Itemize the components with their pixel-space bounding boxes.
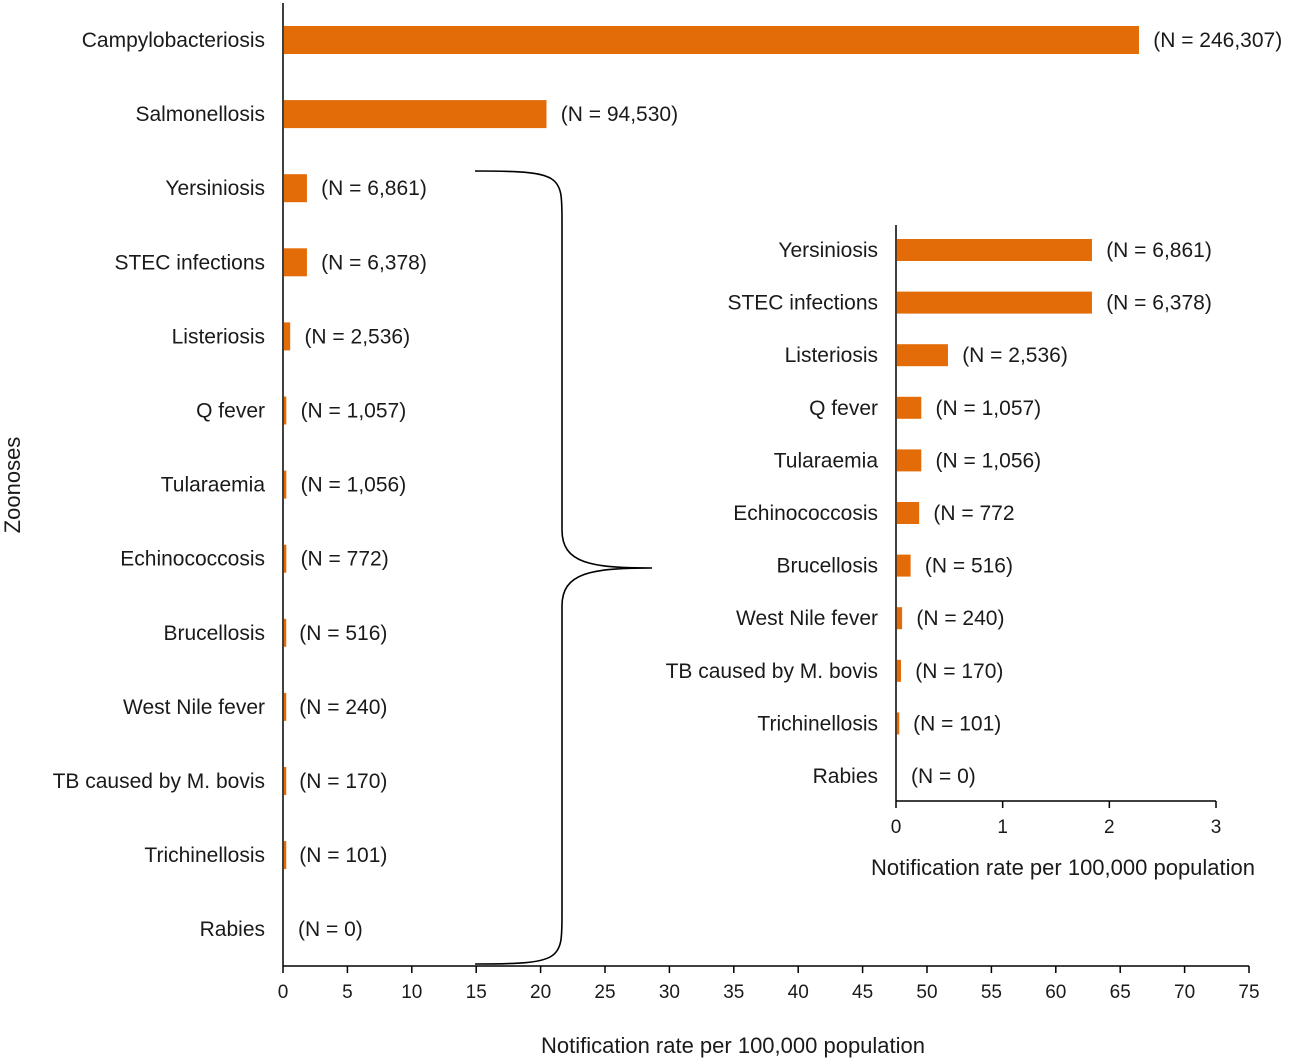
inset-category-label: Brucellosis xyxy=(776,555,878,578)
inset-data-label: (N = 516) xyxy=(925,555,1013,578)
inset-bar xyxy=(896,712,900,735)
inset-bar xyxy=(896,239,1092,261)
inset-data-label: (N = 1,056) xyxy=(936,449,1042,472)
inset-bar xyxy=(896,659,902,682)
main-category-label: Listeriosis xyxy=(172,325,265,348)
main-bar xyxy=(283,544,287,573)
main-x-tick-label: 5 xyxy=(342,982,353,1003)
inset-category-label: Trichinellosis xyxy=(757,712,878,735)
main-x-tick-label: 65 xyxy=(1110,982,1131,1003)
main-bar xyxy=(283,767,287,795)
main-x-tick-label: 10 xyxy=(401,982,422,1003)
main-data-label: (N = 101) xyxy=(299,844,387,867)
main-bar xyxy=(283,841,287,870)
inset-x-tick-label: 3 xyxy=(1211,817,1222,838)
main-x-tick-label: 30 xyxy=(659,982,680,1003)
main-bar xyxy=(283,618,287,647)
main-data-label: (N = 2,536) xyxy=(304,325,410,348)
inset-data-label: (N = 101) xyxy=(913,712,1001,735)
inset-bar xyxy=(896,344,948,367)
main-x-tick-label: 0 xyxy=(278,982,289,1003)
main-data-label: (N = 0) xyxy=(298,918,363,941)
main-category-label: Tularaemia xyxy=(161,474,266,497)
inset-category-label: Q fever xyxy=(809,397,878,420)
main-category-label: Trichinellosis xyxy=(144,844,265,867)
main-x-tick-label: 70 xyxy=(1174,982,1195,1003)
main-x-axis-title: Notification rate per 100,000 population xyxy=(541,1033,925,1058)
main-x-tick-label: 75 xyxy=(1238,982,1259,1003)
main-data-label: (N = 94,530) xyxy=(561,103,678,126)
inset-x-tick-label: 0 xyxy=(891,817,902,838)
inset-bar xyxy=(896,291,1092,314)
inset-category-label: Echinococcosis xyxy=(733,502,878,525)
main-data-label: (N = 6,378) xyxy=(321,251,427,274)
inset-data-label: (N = 240) xyxy=(916,607,1004,630)
main-data-label: (N = 1,056) xyxy=(301,474,407,497)
inset-category-label: STEC infections xyxy=(727,292,878,315)
main-x-tick-label: 60 xyxy=(1045,982,1066,1003)
inset-bar xyxy=(896,449,922,472)
main-bar xyxy=(283,470,287,499)
inset-category-label: Rabies xyxy=(813,765,878,788)
main-data-label: (N = 516) xyxy=(299,622,387,645)
inset-data-label: (N = 0) xyxy=(911,765,976,788)
main-data-label: (N = 170) xyxy=(299,770,387,793)
grouping-brace xyxy=(474,170,653,965)
main-bar xyxy=(283,26,1139,54)
main-category-label: West Nile fever xyxy=(123,696,265,719)
main-category-label: STEC infections xyxy=(114,251,265,274)
inset-bar xyxy=(896,554,911,577)
inset-category-label: TB caused by M. bovis xyxy=(666,660,878,683)
main-x-tick-label: 20 xyxy=(530,982,551,1003)
inset-data-label: (N = 6,861) xyxy=(1106,239,1212,262)
inset-bar xyxy=(896,607,903,630)
main-x-tick-label: 45 xyxy=(852,982,873,1003)
main-x-tick-label: 35 xyxy=(723,982,744,1003)
inset-category-label: Listeriosis xyxy=(785,344,878,367)
inset-bar xyxy=(896,502,920,524)
main-bar xyxy=(283,248,307,277)
main-x-tick-label: 15 xyxy=(466,982,487,1003)
main-x-tick-label: 50 xyxy=(916,982,937,1003)
main-data-label: (N = 246,307) xyxy=(1153,29,1282,52)
main-bar xyxy=(283,174,307,203)
main-x-tick-label: 40 xyxy=(788,982,809,1003)
inset-category-label: West Nile fever xyxy=(736,607,878,630)
main-category-label: Brucellosis xyxy=(163,622,265,645)
main-category-label: TB caused by M. bovis xyxy=(53,770,265,793)
main-category-label: Campylobacteriosis xyxy=(82,29,265,52)
main-category-label: Echinococcosis xyxy=(120,548,265,571)
main-x-tick-label: 55 xyxy=(981,982,1002,1003)
inset-data-label: (N = 772 xyxy=(933,502,1014,525)
main-bar xyxy=(283,396,287,425)
inset-data-label: (N = 2,536) xyxy=(962,344,1068,367)
inset-category-label: Tularaemia xyxy=(774,449,879,472)
inset-x-tick-label: 2 xyxy=(1104,817,1115,838)
main-bar-chart: 0 5 10 15 20 25 30 35 40 45 50 55 60 65 70 75Campylobac… xyxy=(0,3,1282,1058)
main-data-label: (N = 1,057) xyxy=(301,400,407,423)
inset-data-label: (N = 1,057) xyxy=(936,397,1042,420)
main-category-label: Rabies xyxy=(200,918,265,941)
inset-category-label: Yersiniosis xyxy=(778,239,878,262)
main-category-label: Yersiniosis xyxy=(165,177,265,200)
main-data-label: (N = 772) xyxy=(301,548,389,571)
main-data-label: (N = 6,861) xyxy=(321,177,427,200)
inset-data-label: (N = 170) xyxy=(915,660,1003,683)
inset-bar-chart: 0 1 2 3 Yersiniosis (N = 6,861) STEC infection… xyxy=(666,225,1255,880)
main-bar xyxy=(283,100,547,129)
main-x-tick-label: 25 xyxy=(594,982,615,1003)
main-bar xyxy=(283,692,287,721)
inset-bar xyxy=(896,396,922,419)
main-data-label: (N = 240) xyxy=(299,696,387,719)
main-bar xyxy=(283,322,291,351)
inset-x-axis-title: Notification rate per 100,000 population xyxy=(871,855,1255,880)
main-category-label: Q fever xyxy=(196,400,265,423)
main-category-label: Salmonellosis xyxy=(135,103,265,126)
inset-data-label: (N = 6,378) xyxy=(1106,292,1212,315)
inset-x-tick-label: 1 xyxy=(997,817,1008,838)
main-y-axis-title: Zoonoses xyxy=(0,437,25,534)
